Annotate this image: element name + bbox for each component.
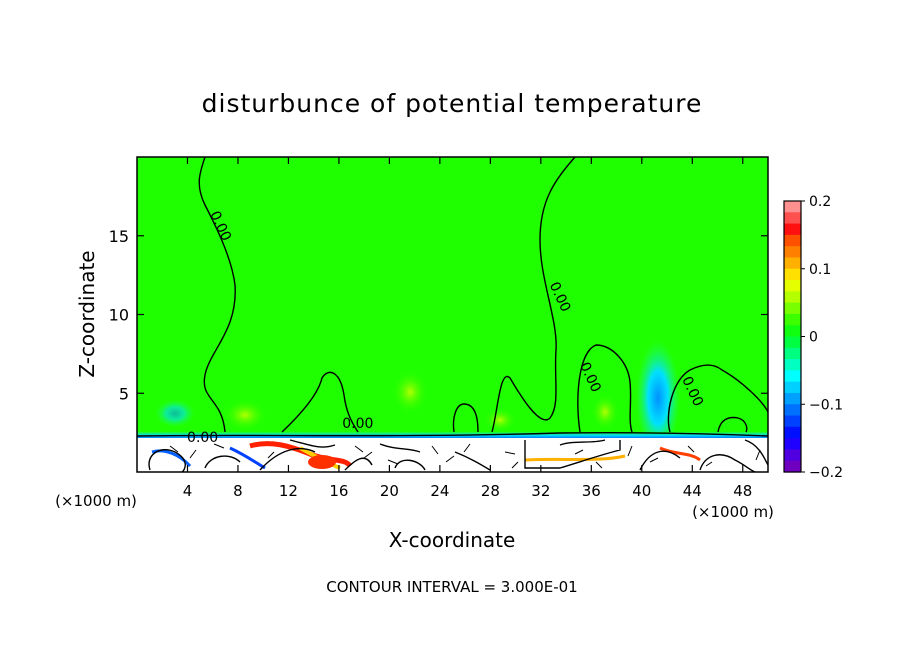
colorbar-swatch <box>784 426 801 439</box>
x-tick-label: 48 <box>733 482 752 500</box>
zero-contour <box>137 432 768 437</box>
colorbar-swatch <box>784 201 801 213</box>
y-tick-label: 10 <box>109 306 129 325</box>
colorbar-swatch <box>784 449 801 462</box>
zero-contour <box>281 371 359 433</box>
mixed-layer-contours <box>148 439 768 472</box>
colorbar-swatch <box>784 325 801 338</box>
mixed-layer-fragments <box>169 443 761 469</box>
contour-interval-footer: CONTOUR INTERVAL = 3.000E-01 <box>326 578 577 596</box>
x-tick-label: 12 <box>279 482 298 500</box>
zero-contours <box>137 157 768 472</box>
positive-anomaly <box>591 394 619 430</box>
positive-anomaly <box>484 408 516 432</box>
zero-contour <box>717 416 748 433</box>
x-tick-label: 28 <box>481 482 500 500</box>
colorbar-tick-label: 0 <box>809 330 818 346</box>
x-tick-label: 36 <box>582 482 601 500</box>
mixed-layer <box>137 438 768 472</box>
colorbar-tick-label: −0.2 <box>809 465 843 481</box>
zero-contour <box>491 157 576 433</box>
x-tick-label: 8 <box>233 482 243 500</box>
colorbar-swatch <box>784 370 801 383</box>
zero-contour <box>667 364 768 433</box>
colorbar-swatch <box>784 313 801 326</box>
colorbar-swatch <box>784 347 801 360</box>
colorbar-swatch <box>784 415 801 428</box>
contour-label: 0.00 <box>187 430 218 446</box>
colorbar-swatch <box>784 359 801 371</box>
colorbar-swatch <box>784 404 801 417</box>
y-tick-label: 5 <box>119 384 129 403</box>
x-unit-left: (×1000 m) <box>55 492 137 510</box>
colorbar-swatch <box>784 212 801 225</box>
zero-contour <box>452 403 479 433</box>
anomaly-band <box>524 454 626 462</box>
colorbar-swatch <box>784 291 801 304</box>
colorbar-swatch <box>784 302 801 315</box>
colorbar-swatch <box>784 268 801 281</box>
positive-anomaly-core <box>308 455 336 469</box>
anomaly-band <box>659 446 701 462</box>
x-tick-label: 24 <box>430 482 449 500</box>
x-tick-label: 20 <box>380 482 399 500</box>
colorbar-tick-label: 0.1 <box>809 262 831 278</box>
colorbar-tick-label: 0.2 <box>809 194 831 210</box>
x-tick-label: 16 <box>329 482 348 500</box>
colorbar-swatch <box>784 438 801 451</box>
field-features <box>137 157 768 472</box>
colorbar-swatch <box>784 381 801 394</box>
colorbar-swatch <box>784 246 801 259</box>
colorbar-swatch <box>784 280 801 292</box>
positive-anomaly <box>392 370 428 414</box>
colorbar-tick-label: −0.1 <box>809 397 843 413</box>
x-axis-label: X-coordinate <box>389 528 516 552</box>
negative-anomaly <box>155 398 195 426</box>
contour-label: 0.00 <box>342 416 373 432</box>
plot-area: 0.000.000.00 0.000.000.00 4 8 12 16 20 24 28 32 3… <box>109 156 769 500</box>
y-axis-label: Z-coordinate <box>75 250 99 377</box>
y-axis-ticks: 5 10 15 <box>109 227 768 403</box>
colorbar-swatch <box>784 392 801 405</box>
colorbar-swatch <box>784 257 801 270</box>
colorbar-swatch <box>784 336 801 349</box>
x-tick-label: 40 <box>632 482 651 500</box>
anomaly-band <box>151 449 192 468</box>
x-axis-ticks: 4 8 12 16 20 24 28 32 36 40 44 48 <box>183 157 752 500</box>
zero-contour <box>198 157 236 433</box>
y-tick-label: 15 <box>109 227 129 246</box>
chart-title: disturbunce of potential temperature <box>202 89 703 118</box>
x-unit-right: (×1000 m) <box>692 503 774 521</box>
positive-anomaly <box>223 399 267 431</box>
zero-contour <box>577 344 633 433</box>
colorbar-swatch <box>784 223 801 236</box>
colorbar-swatch <box>784 460 801 473</box>
colorbar: 0.2 0.1 0 −0.1 −0.2 <box>783 194 843 481</box>
mixed-layer-top <box>137 432 768 440</box>
x-tick-label: 4 <box>183 482 193 500</box>
x-tick-label: 32 <box>531 482 550 500</box>
colorbar-swatch <box>784 234 801 247</box>
negative-anomaly <box>636 334 680 450</box>
x-tick-label: 44 <box>683 482 702 500</box>
